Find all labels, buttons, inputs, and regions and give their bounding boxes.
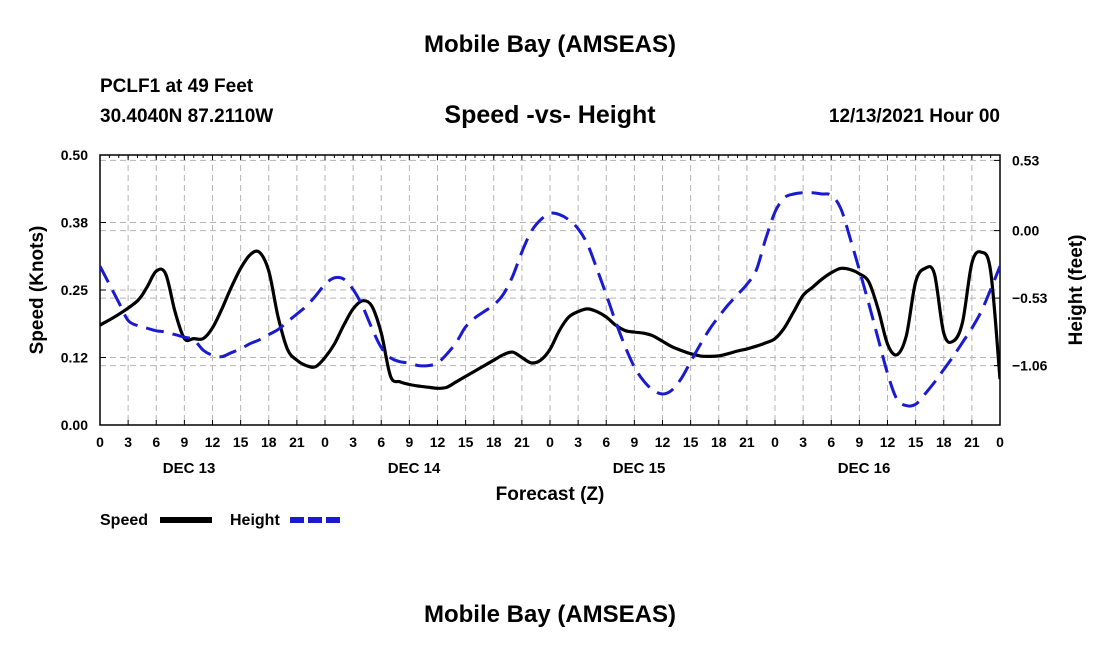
x-tick-label: 15 <box>908 434 924 450</box>
speed-height-chart: 0 3 6 9 12 15 18 21 0 3 6 9 12 15 18 21 0 3 6 9 12 15 18 21 0 3 6 9… <box>27 147 1087 529</box>
day-label: DEC 14 <box>388 460 441 477</box>
x-tick-label: 15 <box>233 434 249 450</box>
chart-title: Speed -vs- Height <box>444 101 656 129</box>
x-tick-label: 18 <box>711 434 727 450</box>
x-tick-label: 12 <box>655 434 671 450</box>
x-tick-label: 15 <box>683 434 699 450</box>
y-tick-label: 0.38 <box>61 215 88 231</box>
x-tick-label: 0 <box>321 434 329 450</box>
legend-speed-label: Speed <box>100 512 148 529</box>
x-tick-label: 12 <box>430 434 446 450</box>
day-label: DEC 16 <box>838 460 891 477</box>
x-tick-label: 6 <box>827 434 835 450</box>
forecast-datetime: 12/13/2021 Hour 00 <box>828 106 1000 127</box>
speed-series-line <box>100 249 1000 390</box>
x-tick-label: 12 <box>880 434 896 450</box>
grid-layer <box>100 155 1000 425</box>
height-series-line <box>100 190 1000 408</box>
x-tick-label: 9 <box>405 434 413 450</box>
y-tick-label: 0.25 <box>61 282 88 298</box>
y2-tick-label: −0.53 <box>1012 290 1048 306</box>
x-axis-title: Forecast (Z) <box>496 484 605 505</box>
x-tick-label: 3 <box>574 434 582 450</box>
x-tick-label: 18 <box>936 434 952 450</box>
x-tick-label: 21 <box>739 434 755 450</box>
y-tick-label: 0.50 <box>61 147 88 163</box>
footer-title: Mobile Bay (AMSEAS) <box>423 601 677 628</box>
y-axis-title: Speed (Knots) <box>27 226 48 355</box>
y-tick-label: 0.12 <box>61 350 88 366</box>
x-tick-label: 18 <box>486 434 502 450</box>
x-tick-label: 9 <box>855 434 863 450</box>
x-tick-label: 3 <box>799 434 807 450</box>
y2-tick-label: −1.06 <box>1012 358 1048 374</box>
ticks-layer: 0 3 6 9 12 15 18 21 0 3 6 9 12 15 18 21 0 3 6 9 12 15 18 21 0 3 6 9… <box>61 147 1048 477</box>
x-tick-label: 3 <box>349 434 357 450</box>
x-tick-label: 0 <box>771 434 779 450</box>
x-tick-label: 6 <box>377 434 385 450</box>
series-layer <box>100 190 1000 408</box>
x-tick-label: 6 <box>152 434 160 450</box>
x-tick-label: 0 <box>996 434 1004 450</box>
y2-tick-label: 0.53 <box>1012 152 1039 168</box>
x-tick-label: 9 <box>630 434 638 450</box>
legend-height-label: Height <box>230 512 280 529</box>
station-label: PCLF1 at 49 Feet <box>100 76 254 97</box>
y2-tick-label: 0.00 <box>1012 223 1039 239</box>
x-tick-label: 12 <box>205 434 221 450</box>
x-tick-label: 18 <box>261 434 277 450</box>
station-coordinates: 30.4040N 87.2110W <box>100 106 274 127</box>
y-tick-label: 0.00 <box>61 417 88 433</box>
day-label: DEC 15 <box>613 460 666 477</box>
x-tick-label: 3 <box>124 434 132 450</box>
x-tick-label: 6 <box>602 434 610 450</box>
day-label: DEC 13 <box>163 460 216 477</box>
x-tick-label: 21 <box>964 434 980 450</box>
y2-axis-title: Height (feet) <box>1066 235 1087 346</box>
page-title: Mobile Bay (AMSEAS) <box>423 31 677 58</box>
x-tick-label: 15 <box>458 434 474 450</box>
x-tick-label: 9 <box>180 434 188 450</box>
x-tick-label: 21 <box>514 434 530 450</box>
x-tick-label: 0 <box>96 434 104 450</box>
legend: Speed Height <box>100 512 342 529</box>
x-tick-label: 0 <box>546 434 554 450</box>
x-tick-label: 21 <box>289 434 305 450</box>
